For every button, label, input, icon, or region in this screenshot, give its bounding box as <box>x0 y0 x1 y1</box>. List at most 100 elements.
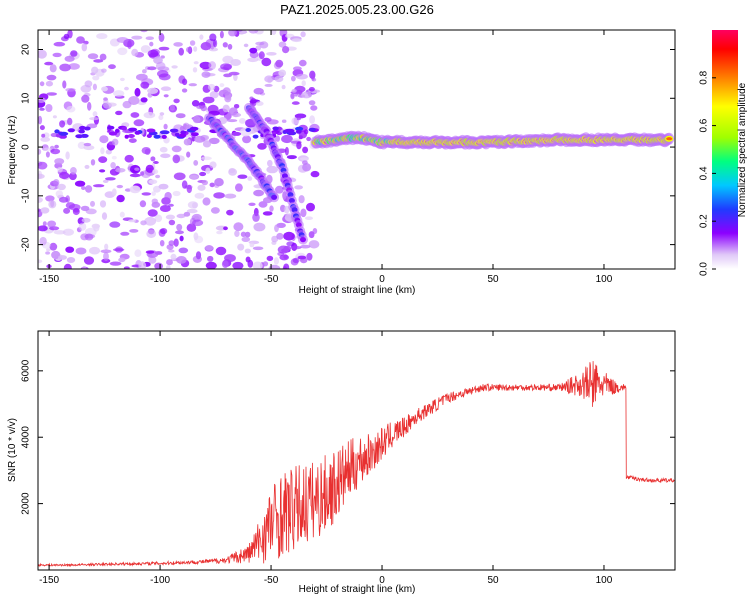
noise-blob <box>207 255 214 262</box>
noise-blob <box>181 180 188 189</box>
noise-blob <box>202 96 215 104</box>
snr-line <box>38 361 675 568</box>
noise-blob <box>207 83 216 91</box>
noise-blob <box>221 260 229 268</box>
noise-blob <box>39 236 47 246</box>
noise-blob <box>38 173 45 179</box>
noise-blob <box>227 43 233 50</box>
noise-blob <box>52 115 57 119</box>
noise-blob <box>160 153 171 159</box>
noise-blob <box>173 172 186 181</box>
noise-blob <box>139 200 147 208</box>
noise-blob <box>38 148 42 155</box>
band-blob <box>58 131 69 136</box>
noise-blob <box>93 184 105 188</box>
noise-blob <box>281 119 287 123</box>
band-blob <box>298 135 303 140</box>
noise-blob <box>65 246 75 253</box>
noise-blob <box>194 235 204 244</box>
noise-blob <box>186 208 198 214</box>
noise-blob <box>278 41 287 48</box>
spectrogram-frame <box>37 29 676 270</box>
noise-blob <box>283 263 290 269</box>
band-blob <box>189 126 199 131</box>
noise-blob <box>249 242 255 248</box>
noise-blob <box>291 38 302 43</box>
noise-blob <box>194 135 206 143</box>
noise-blob <box>151 191 156 196</box>
noise-blob <box>290 258 299 266</box>
noise-blob <box>275 59 284 68</box>
noise-blob <box>117 47 128 56</box>
band-blob <box>159 130 170 135</box>
noise-blob <box>168 203 174 207</box>
noise-blob <box>173 238 179 247</box>
noise-blob <box>248 30 259 34</box>
noise-blob <box>282 191 287 200</box>
noise-blob <box>299 59 307 67</box>
noise-blob <box>271 30 277 35</box>
noise-blob <box>159 240 165 247</box>
band-blob <box>288 130 294 135</box>
noise-blob <box>219 83 225 88</box>
noise-blob <box>216 230 223 235</box>
noise-blob <box>87 101 92 111</box>
noise-blob <box>191 100 200 107</box>
noise-blob <box>92 83 97 91</box>
noise-blob <box>306 252 313 261</box>
noise-blob <box>202 197 211 206</box>
noise-blob <box>252 246 264 251</box>
noise-blob <box>46 248 51 252</box>
figure-title: PAZ1.2025.005.23.00.G26 <box>280 2 434 17</box>
noise-blob <box>99 200 107 208</box>
noise-blob <box>310 105 318 111</box>
noise-blob <box>140 45 151 53</box>
noise-blob <box>281 84 286 90</box>
noise-blob <box>266 52 277 56</box>
noise-blob <box>57 166 63 173</box>
noise-blob <box>223 73 233 78</box>
noise-blob <box>258 51 265 60</box>
noise-blob <box>200 42 212 51</box>
noise-blob <box>115 246 124 253</box>
noise-blob <box>178 247 189 254</box>
spectrogram-x-ticks: -150 -100 -50 0 50 100 <box>39 30 613 285</box>
noise-blob <box>199 61 212 70</box>
noise-blob <box>257 143 267 150</box>
noise-blob <box>169 104 175 111</box>
noise-blob <box>269 205 274 212</box>
noise-blob <box>233 104 240 109</box>
noise-blob <box>312 228 318 234</box>
noise-blob <box>244 248 251 254</box>
colorbar-gradient <box>712 30 738 269</box>
noise-blob <box>145 164 154 173</box>
noise-blob <box>173 42 183 47</box>
noise-blob <box>298 195 305 204</box>
noise-blob <box>103 97 108 101</box>
noise-blob <box>45 104 53 112</box>
noise-blob <box>222 104 230 113</box>
noise-blob <box>49 226 60 231</box>
noise-blob <box>163 94 169 98</box>
colorbar-tick-label: 0.2 <box>699 214 710 228</box>
noise-blob <box>83 256 95 265</box>
noise-blob <box>53 41 66 47</box>
band-blob <box>174 132 180 137</box>
noise-blob <box>182 122 190 129</box>
noise-blob <box>105 177 116 181</box>
noise-blob <box>223 64 232 71</box>
band-blob <box>161 134 167 139</box>
noise-blob <box>181 88 188 93</box>
noise-blob <box>205 245 214 251</box>
noise-blob <box>306 202 315 212</box>
noise-blob <box>262 261 269 267</box>
noise-blob <box>296 116 301 121</box>
noise-blob <box>226 209 234 216</box>
noise-blob <box>58 171 70 180</box>
ridge-core <box>666 137 673 141</box>
noise-blob <box>300 31 306 38</box>
band-blob <box>124 134 129 139</box>
noise-blob <box>83 145 95 151</box>
noise-blob <box>267 159 273 167</box>
noise-blob <box>151 201 161 208</box>
